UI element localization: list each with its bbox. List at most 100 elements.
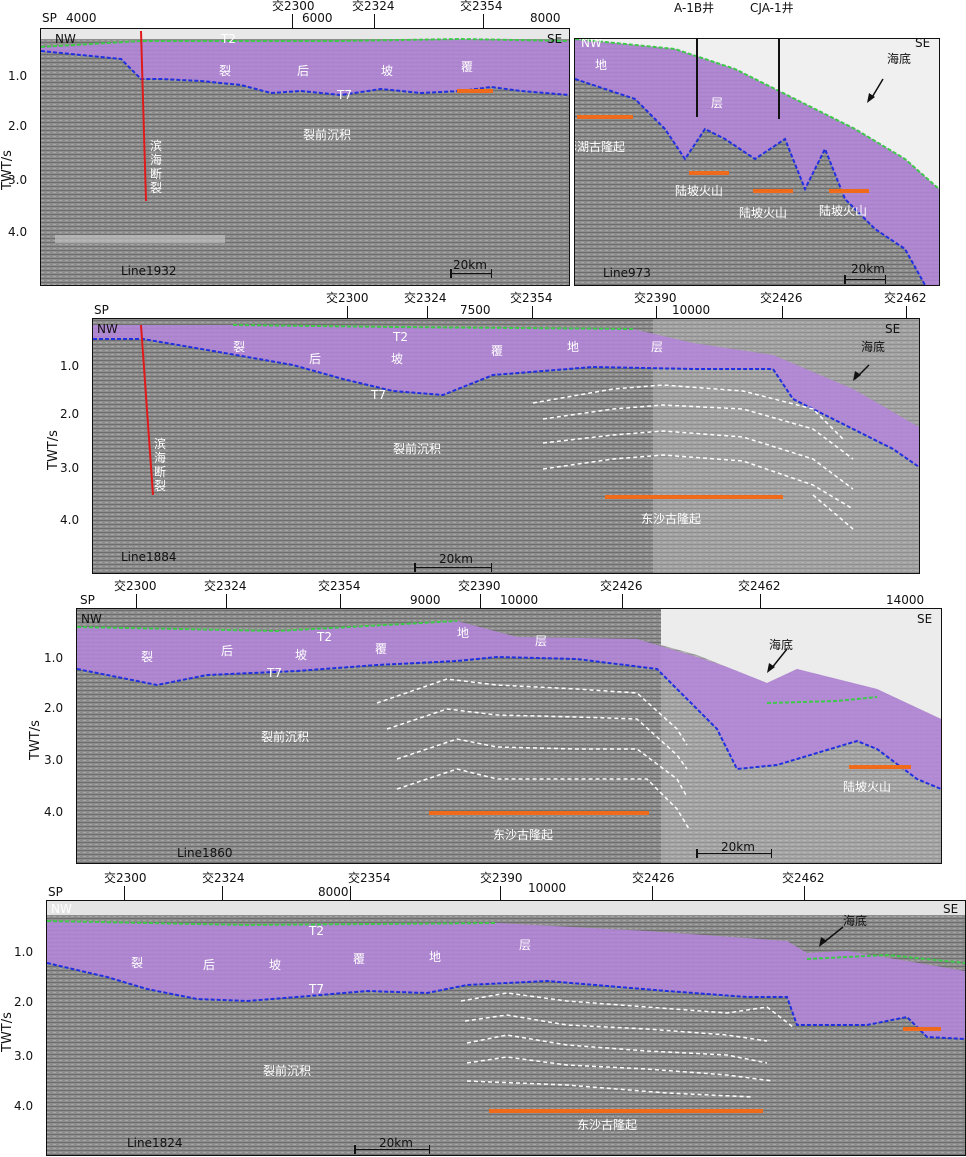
direction-nw: NW [97,322,118,336]
pre-rift-label: 裂前沉积 [393,442,442,456]
shot-point: 10000 [528,881,567,895]
t2-horizon [232,324,634,330]
panel-line973: NW SE 海底 地 层 北港彩湖古隆起 陆坡火山 陆坡火山 陆坡火山 20km… [574,38,940,286]
shot-point: 6000 [302,11,333,25]
crossline-label: 交2300 [326,291,369,305]
fault-label: 滨海断裂 [153,437,166,493]
seafloor-label: 海底 [769,638,794,652]
crossline-tick [622,594,623,608]
axis-title: TWT/s [28,720,43,760]
twt-tick: 4.0 [44,805,64,819]
arrow-head-icon [867,93,875,103]
scale-bar [696,849,772,858]
strata-char: 覆 [461,60,474,74]
strata-char: 裂 [233,340,246,354]
t2-horizon [766,696,878,704]
sp-label: SP [42,11,57,25]
crossline-tick [804,886,805,900]
twt-tick: 4.0 [60,513,80,527]
seismic-section [77,609,941,863]
scale-label: 20km [721,840,755,854]
strata-char: 地 [567,340,580,354]
line-name: Line1824 [127,1136,183,1150]
crossline-label: 交2390 [480,871,523,885]
crossline-label: 交2462 [782,871,825,885]
axis-title: TWT/s [0,150,15,190]
twt-tick: 2.0 [44,701,64,715]
t7-horizon [77,655,941,790]
crossline-label: 交2300 [114,579,157,593]
seafloor-arrow [870,78,884,100]
t2-horizon [47,920,498,927]
shot-point: 8000 [530,11,561,25]
syn-rift-fill [93,325,919,467]
strata-char: 后 [309,352,322,366]
well-label: CJA-1井 [750,1,794,15]
t2-horizon [575,39,939,190]
volcano-label: 陆坡火山 [843,780,892,794]
inner-reflectors [460,992,794,1098]
direction-nw: NW [581,38,602,50]
crossline-tick [782,306,783,318]
direction-nw: NW [55,32,76,46]
direction-se: SE [915,38,931,50]
paleo-high-label: 东沙古隆起 [493,828,554,842]
crossline-tick [906,306,907,318]
crossline-label: 交2426 [760,291,803,305]
strata-char: 层 [651,340,664,354]
seafloor-arrow [770,648,788,670]
twt-tick: 1.0 [44,651,64,665]
crossline-tick [292,14,293,28]
strata-char: 层 [711,96,724,110]
volcano-label: 陆坡火山 [675,184,724,198]
arrow-head-icon [853,371,861,381]
inner-reflectors [376,678,690,830]
fault-label: 滨海断裂 [149,139,162,195]
line-name: Line1932 [121,264,177,278]
fault-line [140,324,154,496]
seismic-section [93,319,919,573]
shot-point: 14000 [886,593,925,607]
axis-title: TWT/s [46,430,61,470]
sp-label: SP [48,885,63,899]
strata-char: 层 [519,938,532,952]
scale-bar [414,563,492,572]
strata-char: 裂 [141,650,154,664]
crossline-label: 交2324 [204,579,247,593]
crossline-tick [480,594,481,608]
twt-tick: 4.0 [8,225,28,239]
crossline-tick [532,306,533,318]
seismic-section [47,901,965,1155]
pre-rift-label: 裂前沉积 [261,730,310,744]
syn-rift-fill [575,39,939,285]
pre-rift-label: 裂前沉积 [303,128,352,142]
t7-horizon [47,962,965,1040]
line-name: Line973 [603,266,651,280]
crossline-label: 交2354 [510,291,553,305]
twt-tick: 3.0 [44,753,64,767]
t7-horizon [41,50,569,97]
twt-tick: 1.0 [14,945,34,959]
syn-rift-fill [41,39,569,95]
strata-char: 坡 [381,64,394,78]
paleo-high-label: 东沙古隆起 [641,512,702,526]
strata-char: 裂 [131,956,144,970]
twt-tick: 3.0 [8,173,28,187]
syn-rift-fill [77,621,941,789]
t2-label: T2 [317,630,332,644]
crossline-label: 交2426 [632,871,675,885]
twt-tick: 2.0 [8,119,28,133]
t7-label: T7 [309,982,324,996]
twt-tick: 1.0 [8,69,28,83]
twt-tick: 2.0 [14,995,34,1009]
twt-tick: 3.0 [60,461,80,475]
direction-se: SE [943,902,959,916]
seismic-section [41,29,569,285]
t2-label: T2 [393,330,408,344]
inner-reflectors [532,384,854,530]
twt-tick: 1.0 [60,359,80,373]
direction-nw: NW [81,612,102,626]
strata-char: 地 [429,950,442,964]
scale-bar [844,275,886,284]
